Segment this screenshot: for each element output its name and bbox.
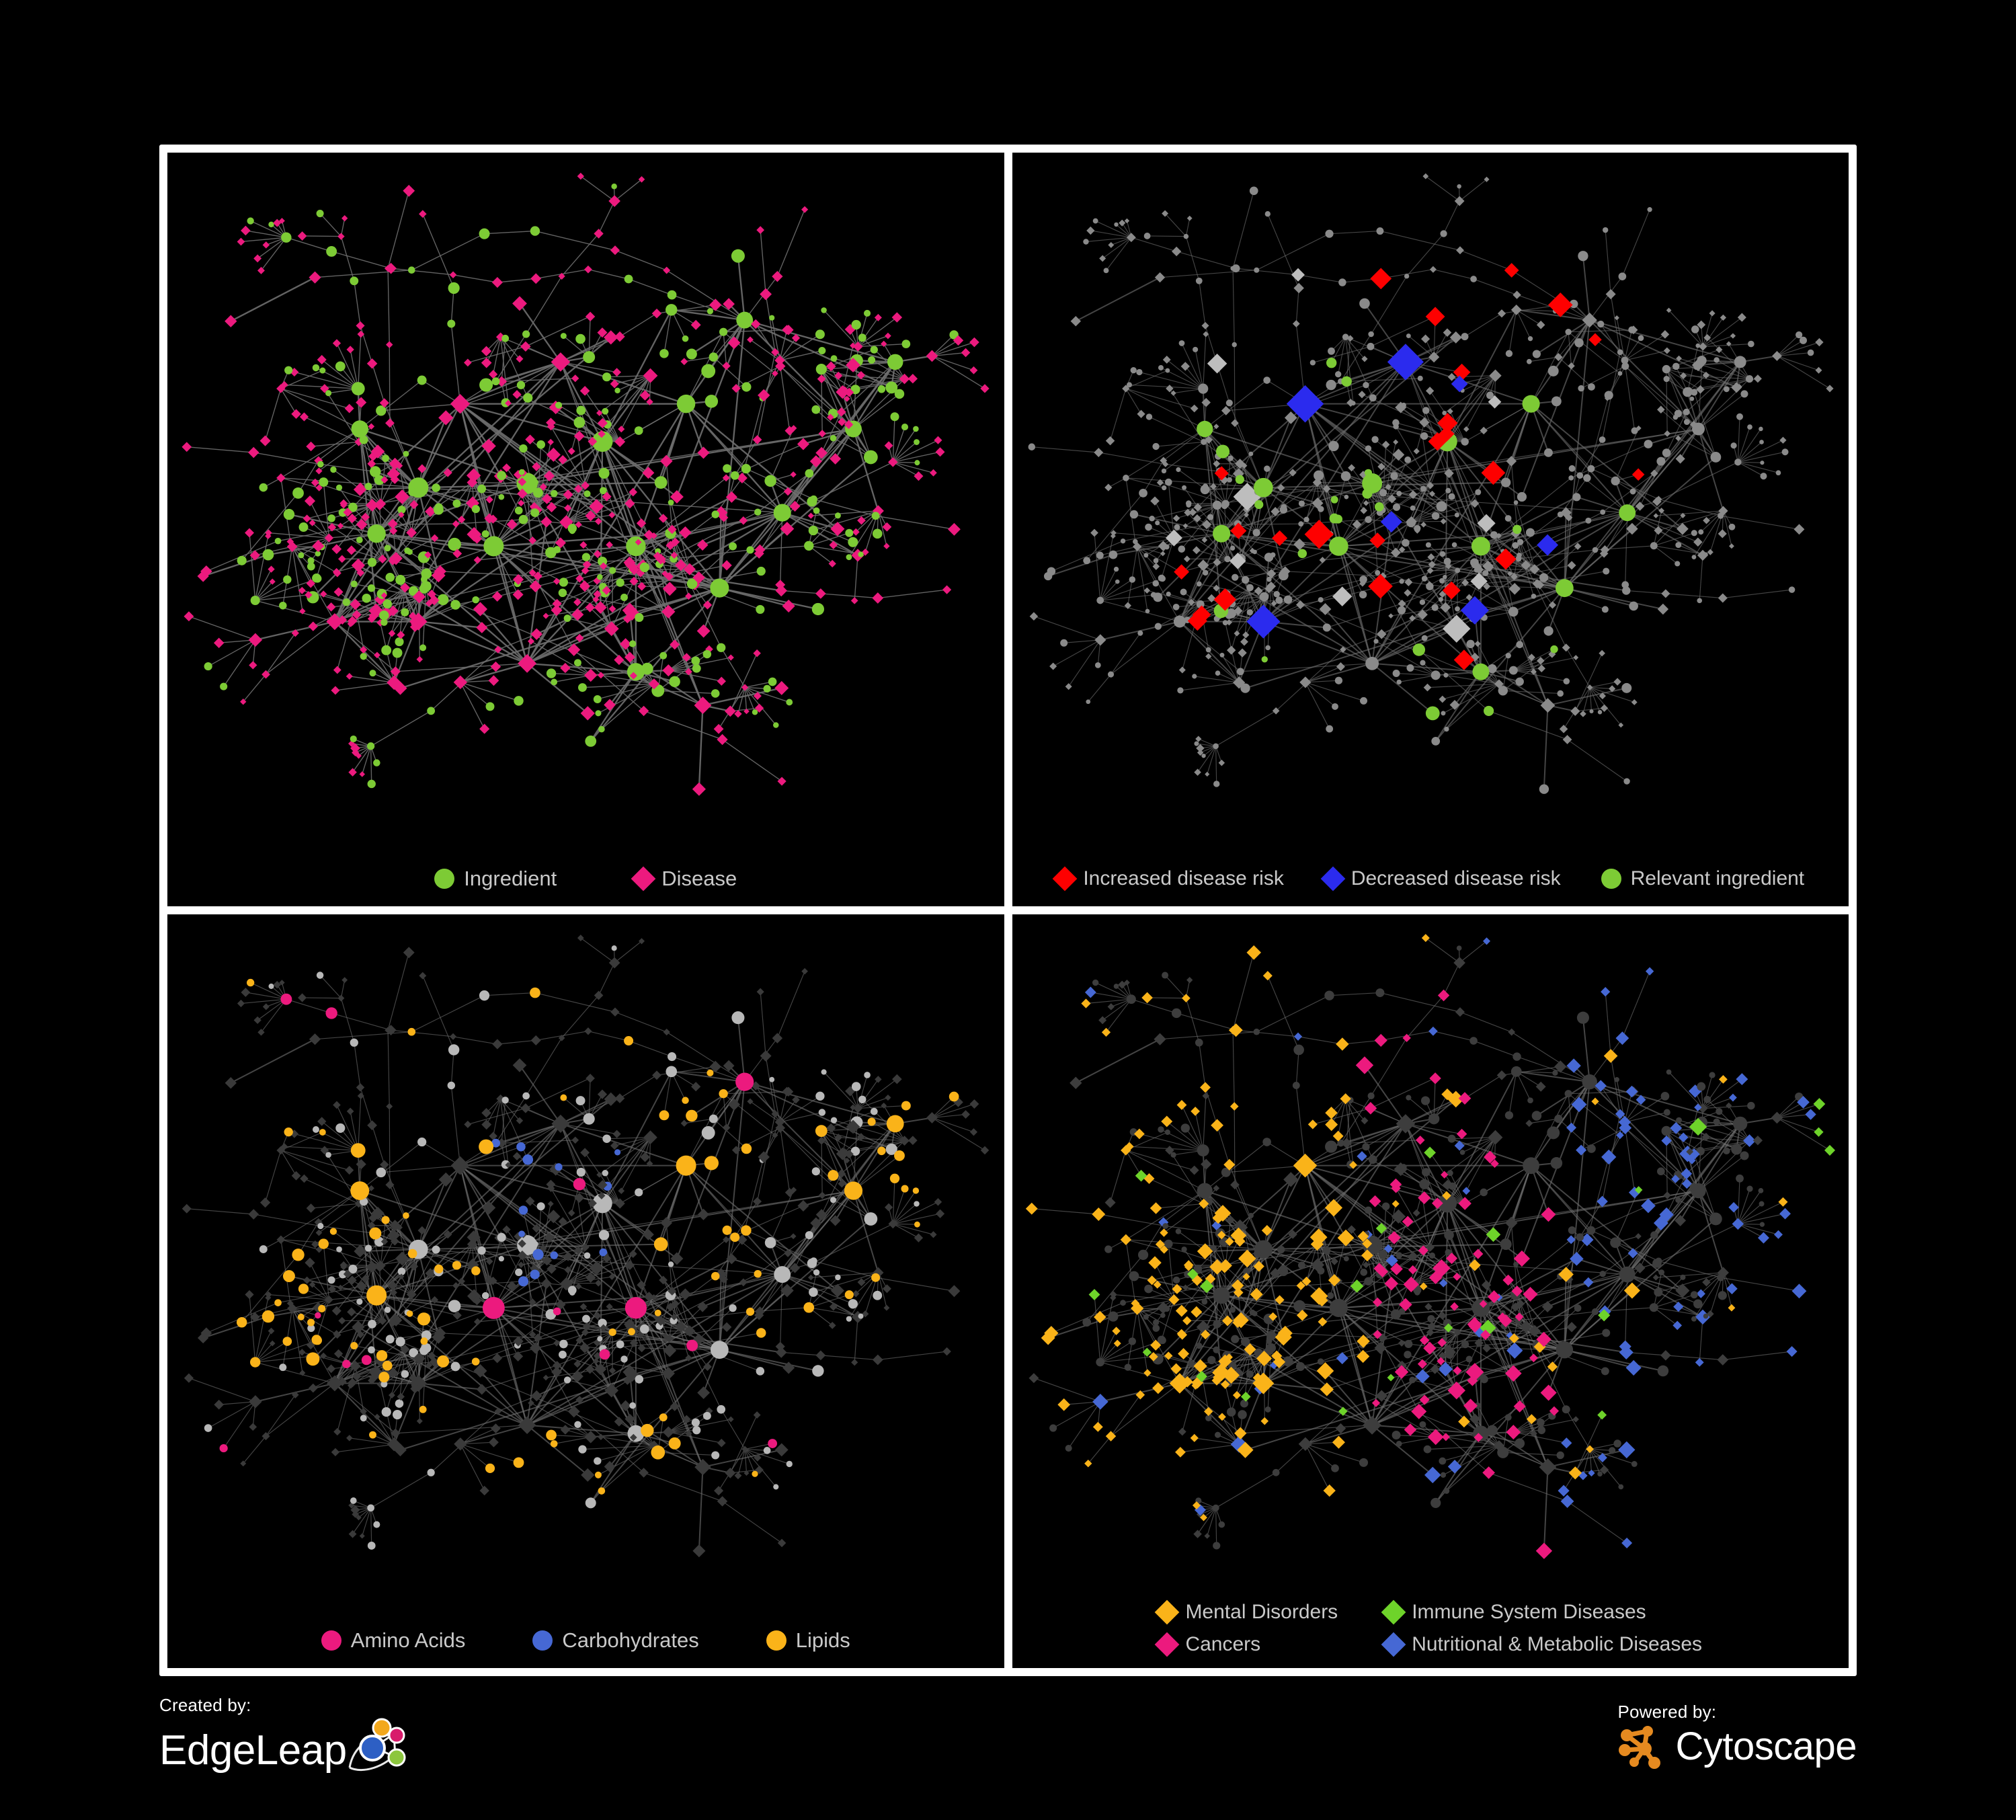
panel-disease-risk-network[interactable]: Increased disease risk Decreased disease… <box>1012 153 1849 906</box>
panel-disease-class-network[interactable]: Mental Disorders Immune System Diseases … <box>1012 914 1849 1668</box>
brand-edgeleap-row: EdgeLeap <box>159 1718 411 1772</box>
brand-name: Cytoscape <box>1675 1724 1857 1768</box>
footer: Created by: EdgeLeap <box>159 1692 1857 1806</box>
panel-grid: Ingredient Disease Increased disease ris… <box>159 145 1857 1676</box>
network-canvas-panel-1[interactable] <box>167 153 1004 906</box>
network-canvas-panel-3[interactable] <box>167 914 1004 1668</box>
panel-nutrient-class-network[interactable]: Amino Acids Carbohydrates Lipids <box>167 914 1004 1668</box>
brand-edgeleap-text: Created by: EdgeLeap <box>159 1696 411 1772</box>
brand-edgeleap[interactable]: Created by: EdgeLeap <box>159 1696 411 1772</box>
network-canvas-panel-4[interactable] <box>1012 914 1849 1668</box>
brand-name: EdgeLeap <box>159 1727 347 1774</box>
brand-cytoscape[interactable]: Powered by: <box>1617 1702 1857 1769</box>
network-canvas-panel-2[interactable] <box>1012 153 1849 906</box>
brand-cytoscape-text: Powered by: <box>1617 1702 1857 1769</box>
brand-kicker: Created by: <box>159 1695 251 1715</box>
edgeleap-logo-icon <box>348 1718 406 1771</box>
brand-kicker: Powered by: <box>1617 1702 1717 1722</box>
panel-ingredient-disease-network[interactable]: Ingredient Disease <box>167 153 1004 906</box>
cytoscape-logo-icon <box>1619 1725 1661 1769</box>
brand-cytoscape-row: Cytoscape <box>1617 1725 1857 1769</box>
